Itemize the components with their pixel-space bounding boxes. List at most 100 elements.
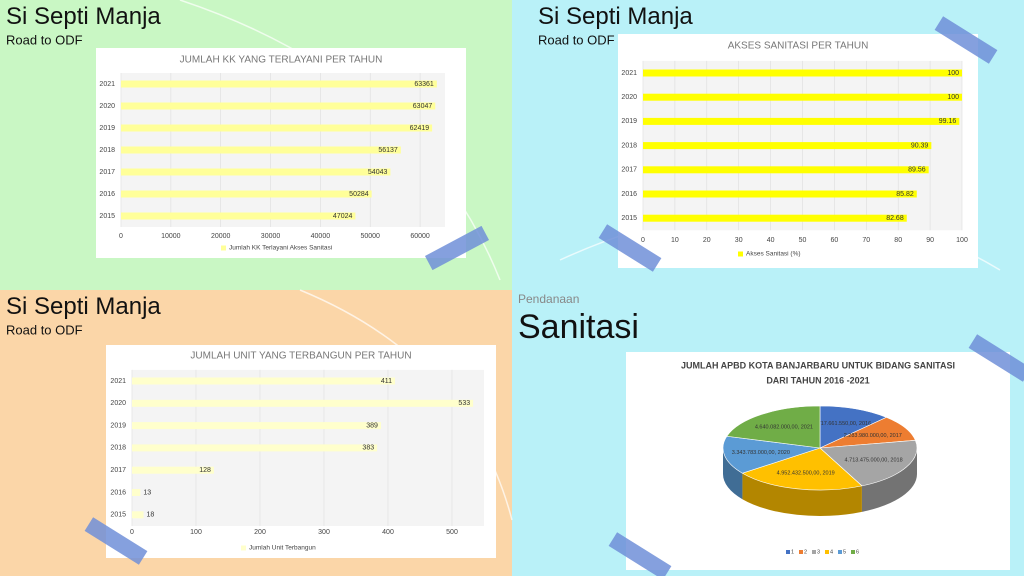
data-label: 63047 bbox=[413, 103, 433, 110]
bar bbox=[643, 190, 917, 198]
pie-side bbox=[723, 448, 743, 500]
slide-title: Si Septi Manja bbox=[6, 3, 161, 30]
data-label: 13 bbox=[143, 489, 151, 496]
legend-label: 5 bbox=[843, 549, 846, 555]
x-tick-label: 80 bbox=[894, 237, 902, 244]
bar bbox=[132, 377, 396, 385]
legend-label: 1 bbox=[791, 549, 794, 555]
bar bbox=[121, 80, 437, 88]
bar bbox=[121, 102, 436, 110]
y-tick-label: 2015 bbox=[99, 213, 115, 220]
legend-label: 6 bbox=[856, 549, 859, 555]
legend-swatch bbox=[825, 550, 829, 554]
x-tick-label: 60 bbox=[831, 237, 839, 244]
x-tick-label: 100 bbox=[190, 529, 202, 536]
bar bbox=[132, 422, 381, 430]
slide-subtitle: Road to ODF bbox=[6, 32, 83, 47]
x-tick-label: 70 bbox=[862, 237, 870, 244]
pie-slice bbox=[726, 405, 821, 449]
data-label: 47024 bbox=[333, 213, 353, 220]
y-tick-label: 2016 bbox=[99, 191, 115, 198]
x-tick-label: 60000 bbox=[410, 233, 430, 240]
data-label: 4.713.475.000,00, 2018 bbox=[845, 457, 903, 463]
y-tick-label: 2021 bbox=[99, 81, 115, 88]
x-tick-label: 50 bbox=[799, 237, 807, 244]
data-label: 82.68 bbox=[886, 215, 904, 222]
bar bbox=[643, 214, 907, 222]
bar bbox=[132, 399, 474, 407]
pie-slice bbox=[722, 435, 821, 474]
bar bbox=[132, 444, 378, 452]
data-label: 383 bbox=[362, 445, 374, 452]
x-tick-label: 50000 bbox=[360, 233, 380, 240]
slide-kicker: Pendanaan bbox=[518, 292, 579, 306]
data-label: 4.952.432.500,00, 2019 bbox=[777, 471, 835, 477]
y-tick-label: 2019 bbox=[110, 422, 126, 429]
y-tick-label: 2016 bbox=[110, 489, 126, 496]
slide-title: Si Septi Manja bbox=[6, 293, 161, 320]
legend-swatch bbox=[221, 245, 226, 251]
x-tick-label: 10 bbox=[671, 237, 679, 244]
y-tick-label: 2015 bbox=[621, 215, 637, 222]
data-label: 2.717.661.550,00, 2016 bbox=[813, 421, 871, 427]
x-tick-label: 300 bbox=[318, 529, 330, 536]
slide-subtitle: Road to ODF bbox=[538, 32, 615, 47]
pie-slice bbox=[819, 405, 888, 449]
x-tick-label: 30 bbox=[735, 237, 743, 244]
legend-swatch bbox=[241, 545, 246, 551]
data-label: 128 bbox=[199, 467, 211, 474]
y-tick-label: 2017 bbox=[99, 169, 115, 176]
bar bbox=[121, 124, 433, 132]
legend-swatch bbox=[838, 550, 842, 554]
x-tick-label: 500 bbox=[446, 529, 458, 536]
data-label: 100 bbox=[947, 70, 959, 77]
data-label: 389 bbox=[366, 422, 378, 429]
bar bbox=[121, 190, 372, 198]
bar bbox=[121, 168, 391, 176]
legend-label: 2 bbox=[804, 549, 807, 555]
bar bbox=[121, 212, 356, 220]
bar bbox=[121, 146, 401, 154]
bar bbox=[643, 69, 962, 77]
x-tick-label: 0 bbox=[130, 529, 134, 536]
y-tick-label: 2021 bbox=[621, 70, 637, 77]
y-tick-label: 2020 bbox=[99, 103, 115, 110]
x-tick-label: 10000 bbox=[161, 233, 181, 240]
x-tick-label: 30000 bbox=[261, 233, 281, 240]
x-tick-label: 40 bbox=[767, 237, 775, 244]
pie-side bbox=[861, 448, 917, 512]
x-tick-label: 400 bbox=[382, 529, 394, 536]
bar bbox=[643, 93, 962, 101]
tape bbox=[84, 16, 1024, 576]
chart-title: JUMLAH APBD KOTA BANJARBARU UNTUK BIDANG… bbox=[681, 360, 955, 370]
y-tick-label: 2018 bbox=[621, 142, 637, 149]
chart-title: JUMLAH UNIT YANG TERBANGUN PER TAHUN bbox=[190, 351, 411, 362]
legend-label: Akses Sanitasi (%) bbox=[746, 251, 801, 258]
data-label: 89.56 bbox=[908, 167, 926, 174]
data-label: 56137 bbox=[378, 147, 398, 154]
data-label: 100 bbox=[947, 94, 959, 101]
legend-swatch bbox=[851, 550, 855, 554]
x-tick-label: 40000 bbox=[311, 233, 331, 240]
legend-label: Jumlah Unit Terbangun bbox=[249, 545, 316, 552]
bar bbox=[643, 166, 929, 174]
data-label: 90.39 bbox=[911, 142, 929, 149]
y-tick-label: 2019 bbox=[621, 118, 637, 125]
legend-swatch bbox=[738, 251, 743, 257]
bar bbox=[132, 511, 144, 519]
data-label: 411 bbox=[381, 378, 392, 385]
data-label: 18 bbox=[147, 512, 155, 519]
data-label: 99.16 bbox=[939, 118, 957, 125]
y-tick-label: 2018 bbox=[110, 445, 126, 452]
bar bbox=[132, 489, 141, 496]
data-label: 533 bbox=[458, 400, 470, 407]
pie-side bbox=[742, 473, 862, 516]
bar bbox=[643, 142, 932, 150]
data-label: 62419 bbox=[410, 125, 430, 132]
chart-title: JUMLAH KK YANG TERLAYANI PER TAHUN bbox=[180, 55, 383, 66]
legend-swatch bbox=[786, 550, 790, 554]
legend-label: Jumlah KK Terlayani Akses Sanitasi bbox=[229, 245, 332, 252]
pie-slice bbox=[819, 440, 918, 487]
x-tick-label: 90 bbox=[926, 237, 934, 244]
